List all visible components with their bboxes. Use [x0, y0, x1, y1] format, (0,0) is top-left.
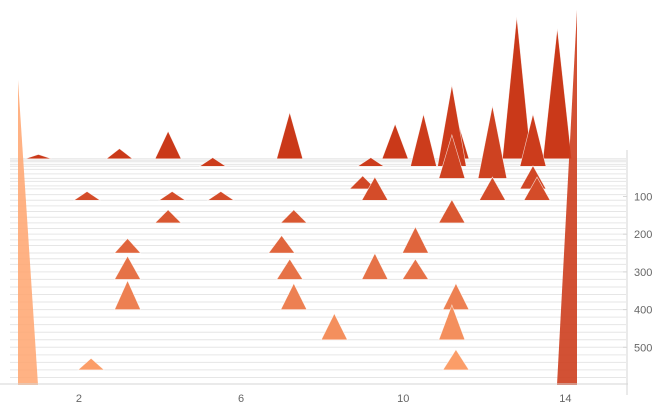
peak-mark	[114, 279, 142, 310]
x-tick-label: 14	[559, 393, 571, 405]
peak-mark	[401, 226, 429, 254]
peak-mark	[401, 258, 429, 280]
peak-mark	[478, 176, 506, 201]
y-axis: 100 200 300 400 500	[623, 150, 652, 395]
peak-mark	[438, 304, 466, 341]
peak-mark	[77, 357, 105, 371]
peak-mark	[381, 123, 409, 160]
y-tick-label: 200	[634, 229, 652, 241]
peak-mark	[280, 209, 308, 224]
peak-mark	[438, 133, 466, 179]
peak-mark	[410, 114, 437, 167]
peak-mark	[280, 282, 308, 310]
peak-mark	[198, 157, 227, 167]
left-edge-ridge-fill	[18, 80, 38, 385]
peak-mark	[542, 28, 572, 160]
peak-mark	[73, 191, 102, 201]
peak-mark	[442, 282, 470, 310]
right-edge-ridge-fill	[557, 10, 577, 385]
peak-mark	[348, 175, 377, 190]
peak-mark	[320, 312, 348, 341]
peak-mark	[438, 199, 466, 224]
peak-mark	[276, 258, 304, 280]
peak-mark	[268, 235, 296, 254]
peak-mark	[356, 157, 385, 167]
x-tick-label: 10	[397, 393, 409, 405]
left-edge-ridge	[18, 10, 577, 385]
peak-mark	[113, 238, 142, 254]
y-tick-labels: 100 200 300 400 500	[623, 191, 652, 354]
peak-mark	[206, 191, 235, 201]
peak-mark	[154, 209, 182, 224]
peak-mark	[523, 176, 551, 201]
x-tick-label: 2	[76, 393, 82, 405]
x-axis: 2 6 10 14	[0, 383, 628, 405]
row-baselines	[10, 158, 626, 378]
peak-marks	[25, 16, 572, 371]
peak-mark	[442, 349, 470, 371]
peak-mark	[477, 105, 508, 179]
peak-mark	[154, 130, 182, 160]
peak-mark	[25, 154, 52, 160]
peak-mark	[361, 252, 389, 280]
y-tick-label: 400	[634, 305, 652, 317]
y-tick-label: 500	[634, 342, 652, 354]
peak-mark	[502, 16, 532, 160]
peak-mark	[158, 191, 187, 201]
peak-mark	[361, 176, 389, 201]
x-tick-labels: 2 6 10 14	[76, 393, 572, 405]
x-tick-label: 6	[238, 393, 244, 405]
peak-mark	[276, 111, 304, 160]
peak-mark	[105, 148, 134, 160]
peak-mark	[114, 255, 142, 280]
y-tick-label: 100	[634, 191, 652, 203]
y-tick-label: 300	[634, 267, 652, 279]
